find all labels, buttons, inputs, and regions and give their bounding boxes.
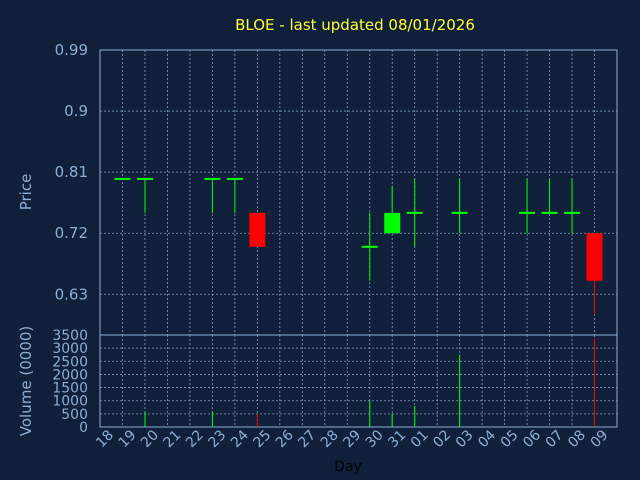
x-tick-label: 09 [588,427,612,451]
volume-tick-label: 2500 [52,354,88,370]
x-tick-label: 06 [520,427,544,451]
candle-body [384,212,401,234]
x-tick-label: 24 [228,427,252,451]
price-panel-frame [99,49,618,336]
candle-body [361,245,378,248]
candle-body [586,233,603,281]
price-tick-label: 0.9 [64,102,88,120]
price-grid [100,49,618,335]
candlestick-series [114,177,603,315]
candle-body [451,211,468,214]
price-axis-ticks: 0.99 0.9 0.81 0.72 0.63 [55,41,88,303]
candle-body [226,177,243,180]
volume-tick-label: 3000 [52,341,88,357]
candle-body [249,212,266,247]
x-tick-label: 04 [475,427,499,451]
x-tick-label: 18 [93,427,117,451]
volume-axis-label: Volume (0000) [17,326,35,436]
volume-tick-label: 3500 [52,328,88,344]
x-tick-label: 29 [340,427,364,451]
x-tick-label: 20 [138,427,162,451]
candle-body [406,211,423,214]
candle-body [114,177,131,180]
candle-body [541,211,558,214]
volume-tick-label: 2000 [52,367,88,383]
price-tick-label: 0.99 [55,41,88,59]
x-tick-label: 01 [408,427,432,451]
x-tick-label: 07 [543,427,567,451]
x-tick-label: 22 [183,427,207,451]
volume-series [144,337,596,427]
candle-body [136,177,153,180]
price-axis-label: Price [17,174,35,211]
volume-tick-label: 0 [79,420,88,436]
x-tick-label: 30 [363,427,387,451]
x-axis-ticks: 1819202122232425262728293031010203040506… [93,427,611,451]
candle-body [564,211,581,214]
x-tick-label: 05 [498,427,522,451]
candle-body [519,211,536,214]
x-tick-label: 23 [205,427,229,451]
x-tick-label: 08 [565,427,589,451]
x-tick-label: 31 [385,427,409,451]
x-tick-label: 26 [273,427,297,451]
volume-tick-label: 1000 [52,394,88,410]
price-tick-label: 0.72 [55,224,88,242]
x-tick-label: 03 [453,427,477,451]
volume-tick-label: 1500 [52,381,88,397]
price-tick-label: 0.63 [55,285,88,303]
volume-grid [100,334,618,428]
volume-panel-frame [99,334,618,428]
price-tick-label: 0.81 [55,163,88,181]
x-tick-label: 25 [250,427,274,451]
x-axis-label: Day [334,459,362,475]
x-tick-label: 19 [116,427,140,451]
x-tick-label: 21 [161,427,185,451]
x-tick-label: 27 [295,427,319,451]
x-tick-label: 02 [430,427,454,451]
volume-tick-label: 500 [61,407,88,423]
candle-body [204,177,221,180]
chart-title: BLOE - last updated 08/01/2026 [235,16,475,34]
x-tick-label: 28 [318,427,342,451]
